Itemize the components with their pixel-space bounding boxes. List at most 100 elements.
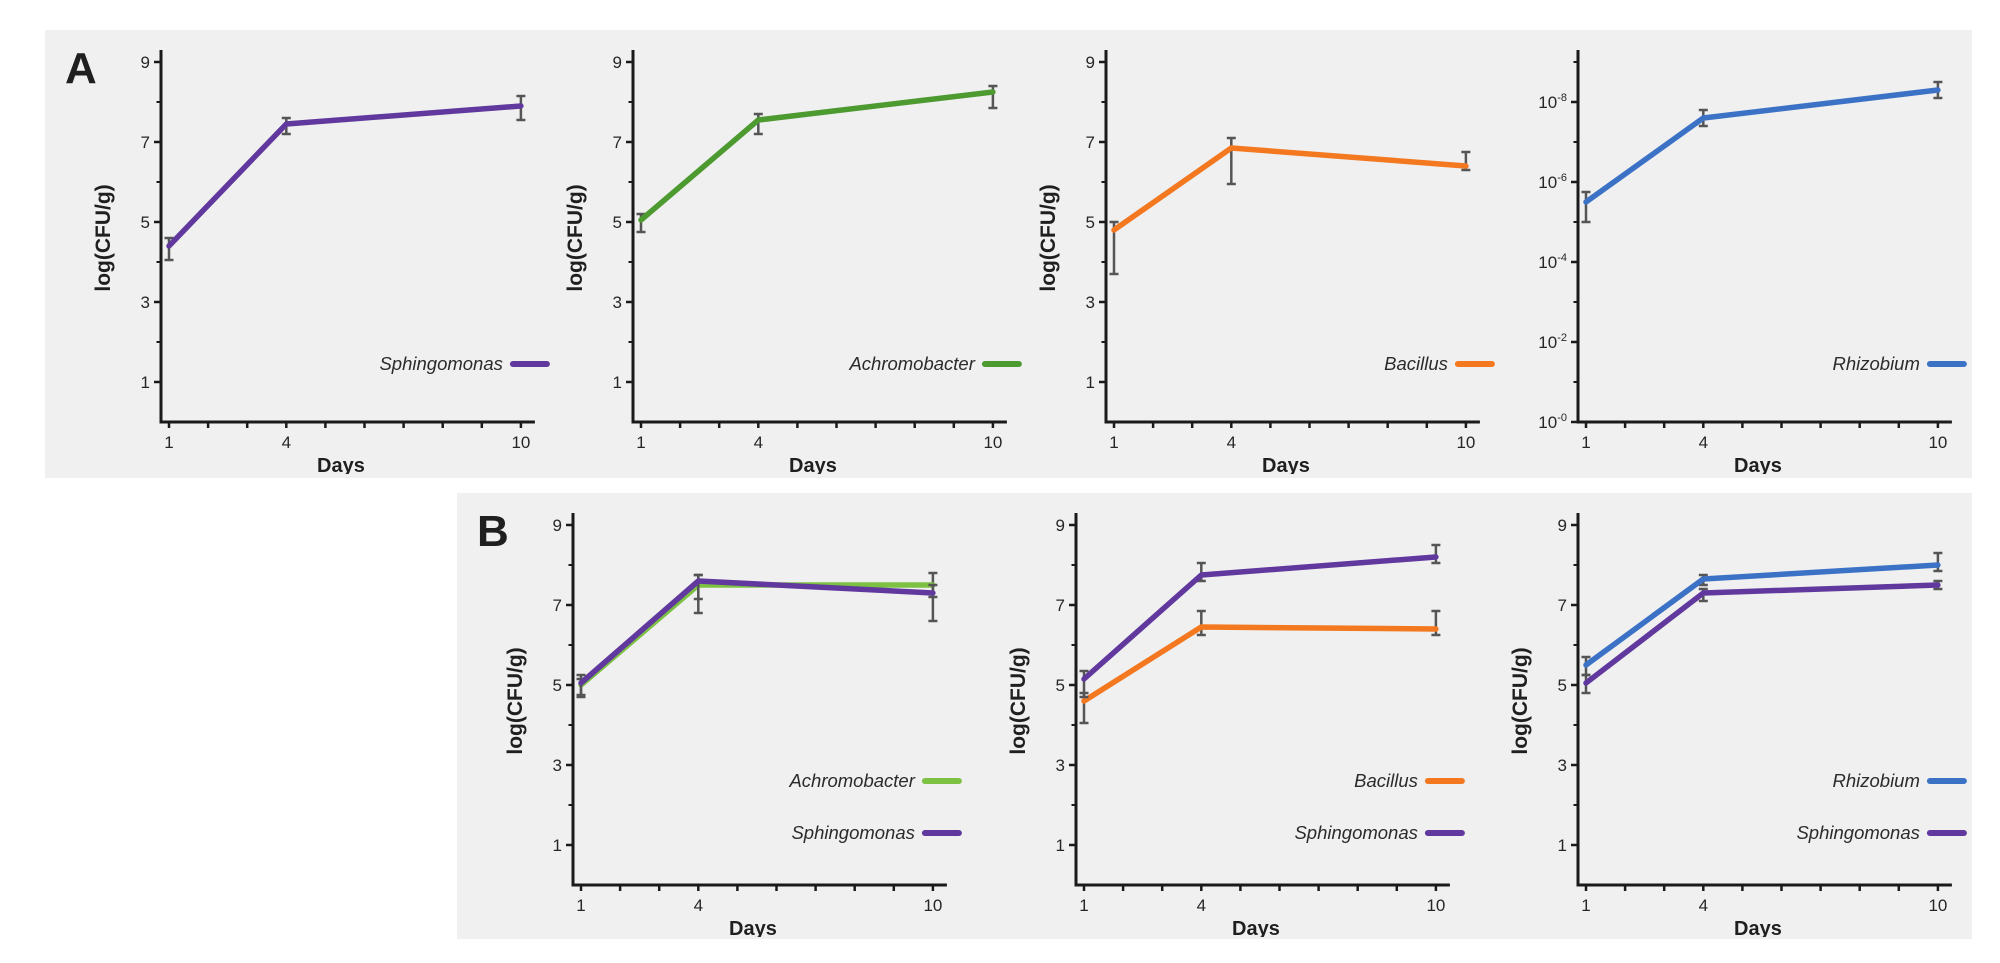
chart-slot-b1: 1 3 5 7 9 1 4 10 Days log(CFU/g) Achromobacter Sphi…: [503, 497, 963, 942]
x-ticks-b3: 1 4 10: [1581, 885, 1947, 915]
x-tick-label: 4: [694, 896, 703, 915]
y-axis-title: log(CFU/g): [92, 184, 115, 291]
chart-slot-a1: 1 3 5 7 9 1 4 10 Days log(CFU/g) Sphingomonas: [91, 34, 551, 479]
axes-a2: [631, 50, 1008, 424]
x-axis-title: Days: [729, 918, 777, 937]
chart-a2: 1 3 5 7 9 1 4 10 Days log(CFU/g) Achromobacter: [564, 50, 1023, 477]
legend-label-rhizobium: Rhizobium: [1832, 770, 1919, 791]
y-tick-label: 5: [1055, 676, 1064, 695]
chart-b3: 1 3 5 7 9 1 4 10 Days log(CFU/g) Rhizobium Sphingom…: [1509, 513, 1967, 940]
panel-a-charts: 1 3 5 7 9 1 4 10 Days log(CFU/g) Sphingomonas 1 3 5 7 9…: [91, 34, 1968, 478]
y-ticks-b3: 1 3 5 7 9: [1558, 516, 1578, 855]
error-bars-a4-s0: [1581, 80, 1943, 224]
y-tick-label: 3: [141, 293, 150, 312]
y-axis-title: log(CFU/g): [1037, 184, 1060, 291]
y-tick-label: 9: [1085, 53, 1094, 72]
x-ticks-a3: 1 4 10: [1109, 422, 1475, 452]
x-tick-label: 4: [1226, 433, 1235, 452]
y-ticks-a3: 1 3 5 7 9: [1085, 53, 1106, 392]
y-tick-label: 1: [553, 836, 562, 855]
y-tick-label: 10-4: [1538, 252, 1567, 272]
series-line-bacillus: [1110, 145, 1469, 233]
y-tick-label: 9: [1055, 516, 1064, 535]
x-tick-label: 4: [1699, 433, 1708, 452]
chart-slot-b2: 1 3 5 7 9 1 4 10 Days log(CFU/g) Bacillus Sphingomo…: [1006, 497, 1466, 942]
x-tick-label: 10: [984, 433, 1003, 452]
x-tick-label: 10: [1928, 896, 1947, 915]
panel-a: A 1 3 5 7 9 1 4 10 Days log(CFU/g) Sphingomonas 1 3 5…: [45, 30, 1972, 478]
legend-label-sphingomonas: Sphingomonas: [1294, 822, 1417, 843]
panel-b: B 1 3 5 7 9 1 4 10 Days log(CFU/g) Achromobacter Sp…: [457, 493, 1972, 942]
x-axis-title: Days: [1232, 918, 1280, 937]
x-tick-label: 4: [1699, 896, 1708, 915]
y-tick-label: 1: [1085, 373, 1094, 392]
error-bars-a2-s0: [636, 84, 998, 234]
legend-a4-row0: Rhizobium: [1832, 353, 1967, 374]
x-ticks-b2: 1 4 10: [1079, 885, 1445, 915]
y-ticks-a1: 1 3 5 7 9: [141, 53, 161, 392]
series-line-rhizobium: [1583, 562, 1941, 668]
x-tick-label: 1: [1109, 433, 1118, 452]
series-line-sphingomonas: [166, 103, 524, 249]
y-tick-label: 5: [553, 676, 562, 695]
y-axis-title: log(CFU/g): [1509, 647, 1532, 754]
y-axis-title: log(CFU/g): [564, 184, 587, 291]
legend-b2-row0: Bacillus: [1354, 770, 1465, 791]
y-tick-label: 1: [613, 373, 622, 392]
legend-label-bacillus: Bacillus: [1384, 353, 1448, 374]
error-bars-b3-s0: [1581, 551, 1943, 677]
series-line-sphingomonas: [1583, 582, 1941, 686]
x-axis-title: Days: [1734, 455, 1782, 474]
y-tick-label: 7: [553, 596, 562, 615]
y-tick-label: 3: [1055, 756, 1064, 775]
legend-a3-row0: Bacillus: [1384, 353, 1495, 374]
panel-b-charts: 1 3 5 7 9 1 4 10 Days log(CFU/g) Achromobacter Sphi…: [503, 497, 1968, 942]
axes-a1: [159, 50, 535, 424]
x-tick-label: 1: [576, 896, 585, 915]
y-tick-label: 7: [613, 133, 622, 152]
y-tick-label: 1: [1055, 836, 1064, 855]
y-tick-label: 9: [141, 53, 150, 72]
x-ticks-a1: 1 4 10: [164, 422, 530, 452]
y-axis-title: log(CFU/g): [1007, 647, 1030, 754]
chart-a4: 10-0 10-2 10-4 10-6 10-8 1 4 10 Days Rhizobium: [1538, 50, 1967, 477]
x-tick-label: 10: [511, 433, 530, 452]
y-tick-label: 5: [613, 213, 622, 232]
y-tick-label: 9: [613, 53, 622, 72]
x-tick-label: 10: [1456, 433, 1475, 452]
x-tick-label: 1: [1581, 896, 1590, 915]
legend-b1-row0: Achromobacter: [788, 770, 962, 791]
legend-label-rhizobium: Rhizobium: [1832, 353, 1919, 374]
y-tick-label: 3: [1558, 756, 1567, 775]
x-axis-title: Days: [317, 455, 365, 474]
series-line-sphingomonas: [578, 578, 936, 686]
legend-label-sphingomonas: Sphingomonas: [791, 822, 914, 843]
legend-label-sphingomonas: Sphingomonas: [379, 353, 502, 374]
axes-b2: [1074, 513, 1450, 887]
y-tick-label: 7: [1085, 133, 1094, 152]
y-tick-label: 3: [553, 756, 562, 775]
x-tick-label: 1: [164, 433, 173, 452]
error-bars-a3-s0: [1109, 136, 1471, 276]
x-ticks-a4: 1 4 10: [1581, 422, 1947, 452]
x-tick-label: 4: [282, 433, 291, 452]
series-line-rhizobium: [1583, 87, 1941, 205]
y-ticks-a4: 10-0 10-2 10-4 10-6 10-8: [1538, 61, 1578, 432]
x-axis-title: Days: [1734, 918, 1782, 937]
x-tick-label: 4: [754, 433, 763, 452]
legend-label-achromobacter: Achromobacter: [849, 353, 976, 374]
y-tick-label: 7: [1558, 596, 1567, 615]
chart-b1: 1 3 5 7 9 1 4 10 Days log(CFU/g) Achromobacter Sphi…: [504, 513, 962, 940]
x-tick-label: 10: [1928, 433, 1947, 452]
y-tick-label: 5: [1558, 676, 1567, 695]
series-line-bacillus: [1080, 624, 1439, 704]
legend-label-bacillus: Bacillus: [1354, 770, 1418, 791]
y-tick-label: 10-8: [1538, 92, 1567, 112]
chart-slot-a4: 10-0 10-2 10-4 10-6 10-8 1 4 10 Days Rhizobium: [1508, 34, 1968, 479]
y-tick-label: 7: [141, 133, 150, 152]
chart-slot-a2: 1 3 5 7 9 1 4 10 Days log(CFU/g) Achromobacter: [563, 34, 1023, 479]
y-ticks-a2: 1 3 5 7 9: [613, 53, 634, 392]
y-tick-label: 9: [553, 516, 562, 535]
chart-b2: 1 3 5 7 9 1 4 10 Days log(CFU/g) Bacillus Sphingomo…: [1007, 513, 1465, 940]
legend-label-achromobacter: Achromobacter: [788, 770, 915, 791]
